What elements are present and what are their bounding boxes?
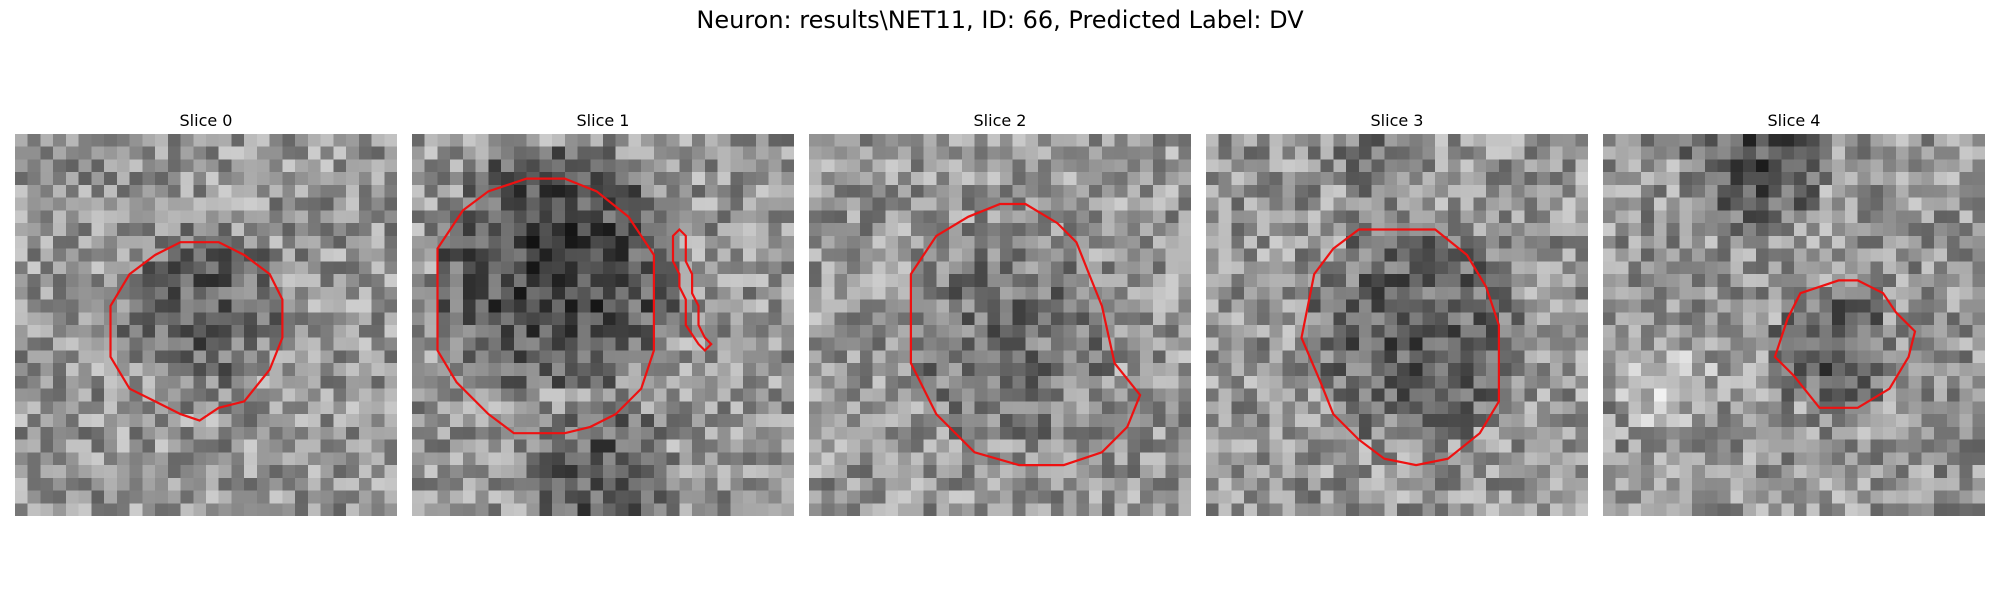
slice-panel-4: Slice 4 — [1603, 110, 1985, 516]
slice-title: Slice 2 — [973, 111, 1027, 130]
slice-image — [15, 134, 397, 516]
segmentation-contour — [1773, 279, 1917, 409]
slice-panel-0: Slice 0 — [15, 110, 397, 516]
segmentation-contour — [436, 177, 655, 435]
slice-panel-2: Slice 2 — [809, 110, 1191, 516]
pixel-grid — [809, 134, 1191, 516]
slice-image — [1206, 134, 1588, 516]
slice-title: Slice 1 — [576, 111, 630, 130]
slice-title: Slice 3 — [1370, 111, 1424, 130]
segmentation-contour — [109, 241, 284, 422]
slice-title: Slice 0 — [179, 111, 233, 130]
segmentation-contour — [909, 202, 1142, 467]
slice-panel-3: Slice 3 — [1206, 110, 1588, 516]
pixel-grid — [1603, 134, 1985, 516]
slice-image — [1603, 134, 1985, 516]
slice-image — [809, 134, 1191, 516]
slice-title: Slice 4 — [1767, 111, 1821, 130]
figure-title: Neuron: results\NET11, ID: 66, Predicted… — [696, 6, 1304, 34]
pixel-grid — [15, 134, 397, 516]
pixel-grid — [1206, 134, 1588, 516]
segmentation-contour — [1300, 228, 1500, 467]
slice-image — [412, 134, 794, 516]
pixel-grid — [412, 134, 794, 516]
slice-panel-1: Slice 1 — [412, 110, 794, 516]
segmentation-contour — [671, 227, 713, 353]
